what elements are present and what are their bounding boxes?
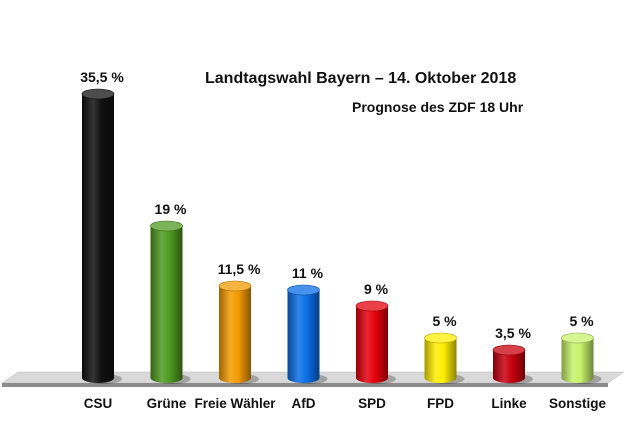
bar-grüne [150, 220, 191, 384]
value-label: 3,5 % [495, 325, 531, 341]
bar-top [424, 332, 457, 344]
value-label: 35,5 % [80, 69, 124, 85]
value-label: 11 % [292, 265, 324, 281]
bar-body [287, 290, 320, 383]
bar-body [219, 286, 251, 383]
bar-top [150, 220, 183, 232]
bar-spd [355, 300, 396, 384]
bar-top [355, 300, 389, 312]
chart-title: Landtagswahl Bayern – 14. Oktober 2018 [205, 70, 517, 87]
bar-top [492, 344, 526, 356]
bar-body [493, 350, 525, 383]
bar-body [356, 306, 388, 383]
category-label: CSU [84, 396, 113, 411]
category-label: Linke [491, 396, 527, 411]
value-label: 19 % [155, 201, 187, 217]
bar-linke [492, 344, 533, 384]
category-label: Grüne [147, 396, 187, 411]
value-label: 5 % [432, 313, 457, 329]
bar-sonstige [561, 332, 602, 384]
value-label: 5 % [569, 313, 594, 329]
category-label: AfD [292, 396, 316, 411]
bar-top [561, 332, 594, 344]
category-label: Freie Wähler [194, 396, 276, 411]
bar-body [150, 226, 183, 383]
bar-fpd [424, 332, 465, 384]
bar-afd [287, 284, 328, 384]
floor-front [2, 383, 608, 387]
category-label: Sonstige [549, 396, 606, 411]
category-label: FPD [427, 396, 454, 411]
bar-top [81, 88, 115, 100]
bar-top [218, 280, 252, 292]
value-label: 11,5 % [218, 261, 261, 277]
bar-body [561, 338, 594, 383]
bar-body [82, 94, 114, 383]
bar-csu [81, 88, 122, 384]
bar-body [424, 338, 457, 383]
bar-top [287, 284, 320, 296]
chart-subtitle: Prognose des ZDF 18 Uhr [352, 99, 524, 115]
value-label: 9 % [364, 281, 389, 297]
category-label: SPD [358, 396, 386, 411]
bar-freie-wähler [218, 280, 259, 384]
